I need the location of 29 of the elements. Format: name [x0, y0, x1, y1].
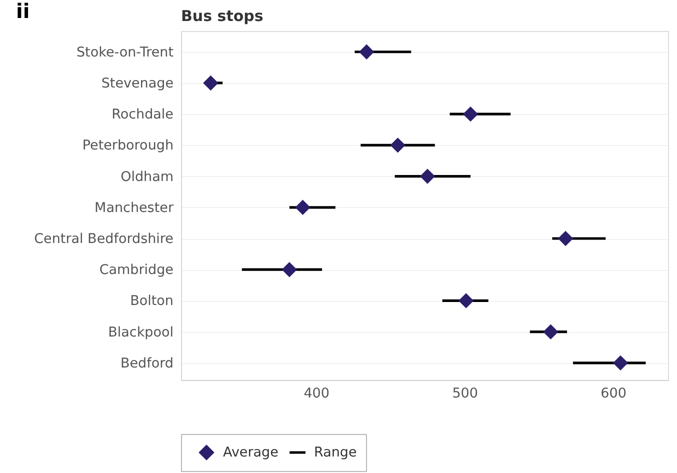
point — [295, 200, 310, 215]
y-tick-label: Bedford — [120, 355, 174, 372]
x-tick-label: 500 — [452, 386, 478, 402]
point — [390, 138, 406, 153]
x-tick-label: 400 — [304, 386, 330, 402]
point — [282, 262, 297, 277]
y-tick-label: Central Bedfordshire — [34, 231, 174, 248]
y-tick-label: Oldham — [120, 168, 174, 185]
y-tick-label: Blackpool — [108, 324, 174, 340]
text: ii — [16, 0, 30, 23]
legend-label: Average — [223, 444, 278, 460]
y-tick-label: Peterborough — [82, 138, 174, 154]
x-tick-label: 600 — [600, 386, 626, 402]
y-tick-label: Manchester — [94, 200, 174, 216]
y-tick-label: Stevenage — [101, 75, 174, 92]
point — [458, 293, 474, 308]
point — [420, 168, 435, 184]
y-tick-label: Stoke-on-Trent — [76, 44, 174, 60]
legend-label: Range — [314, 444, 357, 460]
y-tick-label: Cambridge — [99, 262, 174, 278]
point — [203, 76, 218, 90]
point — [359, 44, 374, 60]
y-tick-label: Bolton — [130, 293, 174, 310]
point — [463, 106, 478, 122]
point — [543, 324, 558, 340]
chart-title: Bus stops — [181, 7, 264, 25]
point — [613, 356, 628, 370]
y-tick-label: Rochdale — [112, 106, 174, 123]
point — [558, 231, 573, 246]
